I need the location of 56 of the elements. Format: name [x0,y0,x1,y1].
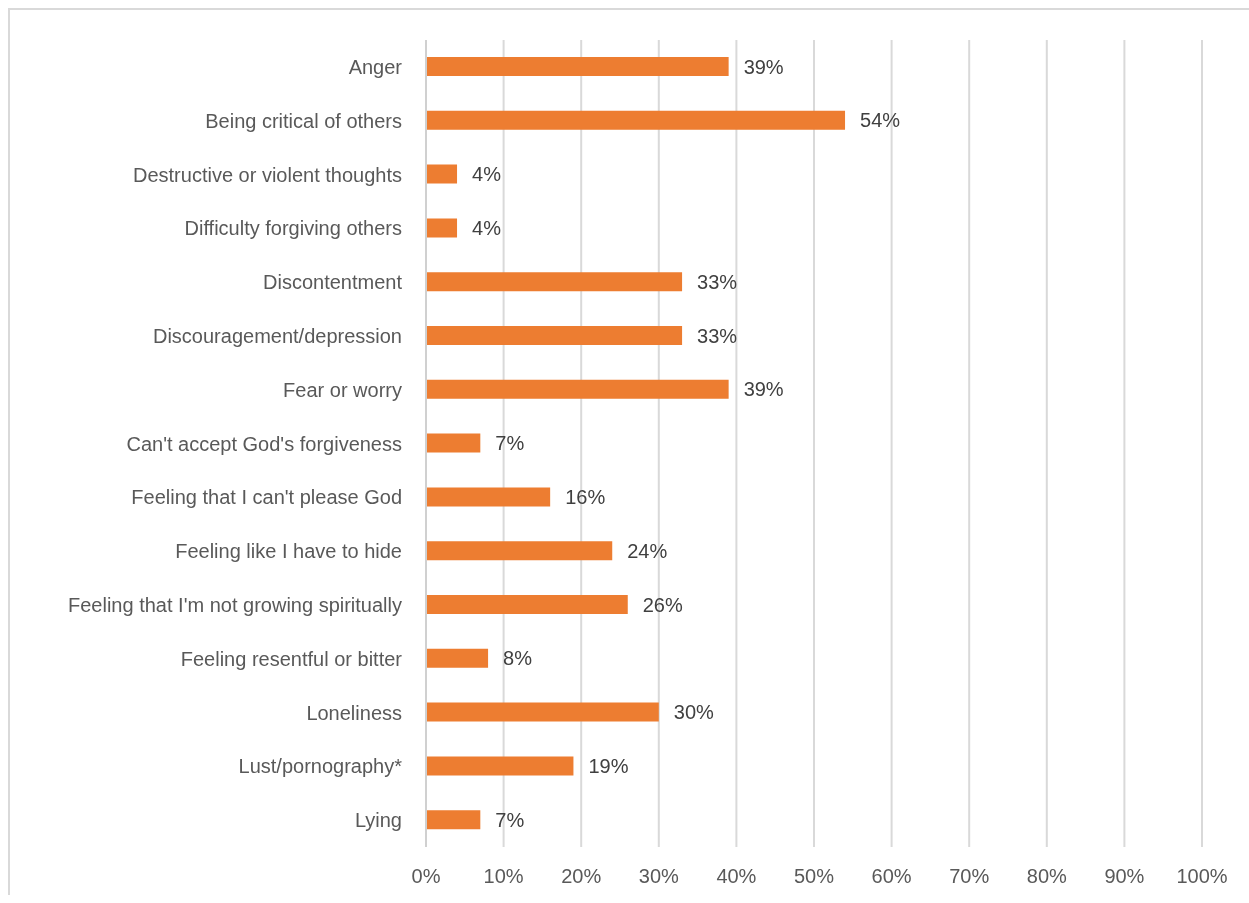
bar [426,218,458,238]
y-tick-label: Fear or worry [283,378,402,401]
bar [426,164,458,184]
y-tick-label: Feeling like I have to hide [175,540,402,563]
y-tick-label: Difficulty forgiving others [184,217,402,240]
data-label: 7% [495,808,525,831]
data-label: 26% [642,593,684,616]
bar [426,110,846,130]
bar [426,541,613,561]
bar [426,272,683,292]
x-tick-label: 70% [949,865,990,888]
y-tick-label: Anger [348,56,403,78]
y-tick-label: Discontentment [263,271,403,294]
y-tick-label: Feeling resentful or bitter [180,647,403,670]
bar [426,487,551,507]
data-label: 8% [503,647,533,670]
y-tick-label: Lying [354,809,402,832]
data-label: 19% [588,754,629,777]
y-tick-label: Feeling that I'm not growing spiritually [68,594,402,616]
x-tick-label: 30% [638,865,680,888]
bar [426,57,729,76]
data-label: 54% [860,109,901,132]
x-tick-label: 40% [716,865,757,888]
bar [426,756,574,776]
y-tick-label: Lust/pornography* [238,755,403,778]
data-label: 4% [472,163,502,186]
bar [426,648,489,668]
bar [426,595,628,614]
bar [426,326,683,345]
x-tick-label: 60% [871,865,912,888]
data-label: 16% [565,485,606,508]
data-label: 33% [697,324,738,347]
data-label: 24% [627,539,668,562]
x-tick-label: 50% [793,865,835,888]
y-tick-label: Loneliness [306,701,402,724]
data-label: 7% [495,432,525,455]
y-tick-label: Can't accept God's forgiveness [126,432,402,455]
data-label: 39% [743,378,784,401]
bar [426,810,481,830]
x-tick-label: 80% [1026,865,1068,888]
y-tick-label: Feeling that I can't please God [131,486,402,509]
data-label: 4% [472,216,502,239]
y-tick-label: Being critical of others [205,109,402,132]
data-label: 30% [673,701,715,724]
bar [426,433,481,453]
x-tick-label: 90% [1104,865,1145,888]
y-tick-label: Discouragement/depression [152,325,402,347]
y-tick-label: Destructive or violent thoughts [132,163,402,186]
x-tick-label: 20% [561,865,602,888]
bar [426,702,659,722]
bar [426,379,729,399]
x-tick-label: 10% [483,865,524,888]
x-tick-label: 0% [411,865,441,888]
data-label: 39% [743,55,784,78]
data-label: 33% [697,270,738,293]
x-tick-label: 100% [1176,865,1228,888]
